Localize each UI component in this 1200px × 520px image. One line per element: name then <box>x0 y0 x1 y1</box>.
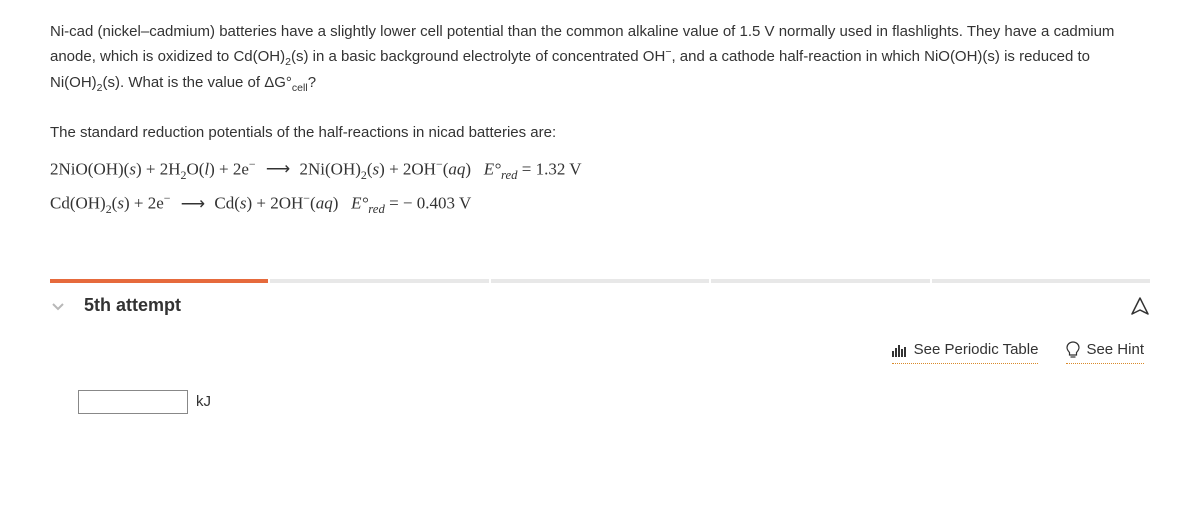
equation-2: Cd(OH)2(s) + 2e− ⟶ Cd(s) + 2OH−(aq) E°re… <box>50 189 1150 219</box>
attempt-segment <box>270 279 490 283</box>
answer-row: kJ <box>50 390 1150 414</box>
attempt-progress-bar <box>50 279 1150 283</box>
attempt-segment <box>711 279 931 283</box>
answer-unit: kJ <box>196 390 211 414</box>
hint-label: See Hint <box>1086 338 1144 362</box>
answer-input[interactable] <box>78 390 188 414</box>
attempt-label: 5th attempt <box>80 291 181 320</box>
periodic-table-label: See Periodic Table <box>914 338 1039 362</box>
see-hint-link[interactable]: See Hint <box>1066 338 1144 364</box>
see-periodic-table-link[interactable]: See Periodic Table <box>892 338 1039 364</box>
helpers-row: See Periodic Table See Hint <box>50 338 1150 364</box>
periodic-table-icon <box>892 343 908 357</box>
attempt-segment <box>50 279 270 283</box>
hint-icon <box>1066 341 1080 359</box>
intro-line: The standard reduction potentials of the… <box>50 121 1150 145</box>
send-icon[interactable] <box>1130 296 1150 316</box>
problem-paragraph-1: Ni-cad (nickel–cadmium) batteries have a… <box>50 20 1150 97</box>
attempt-segment <box>932 279 1150 283</box>
chevron-down-icon[interactable] <box>50 298 66 314</box>
attempt-segment <box>491 279 711 283</box>
equation-1: 2NiO(OH)(s) + 2H2O(l) + 2e− ⟶ 2Ni(OH)2(s… <box>50 155 1150 185</box>
half-reactions-block: The standard reduction potentials of the… <box>50 121 1150 220</box>
problem-statement: Ni-cad (nickel–cadmium) batteries have a… <box>50 20 1150 97</box>
